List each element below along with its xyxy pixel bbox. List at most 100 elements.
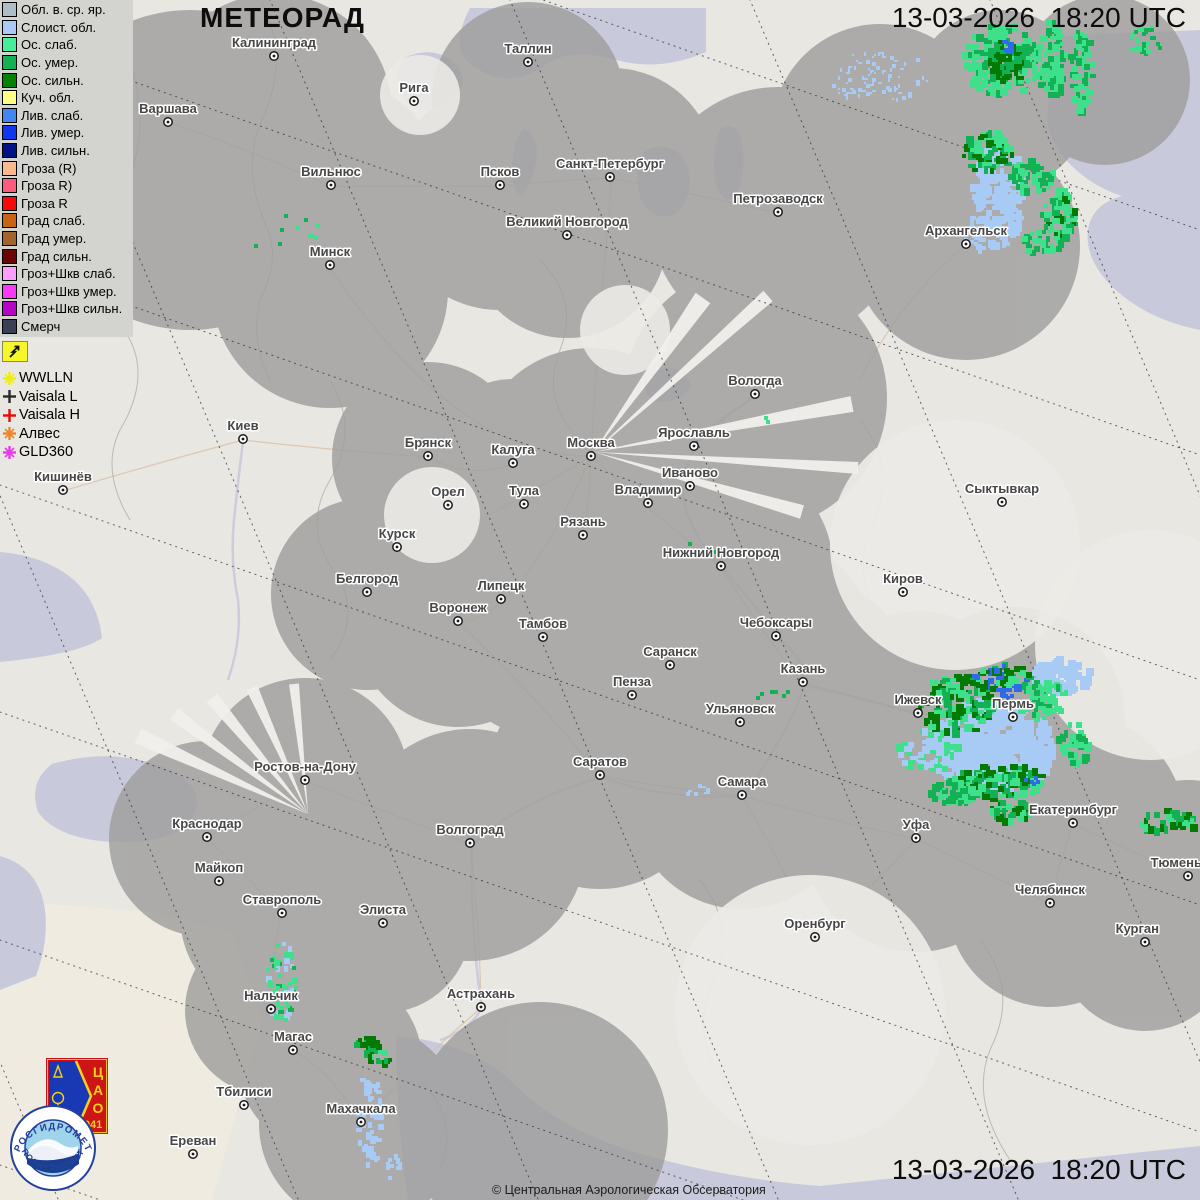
precip-echo-pixel bbox=[1010, 694, 1014, 698]
precip-echo-pixel bbox=[1006, 182, 1014, 186]
precip-echo-pixel bbox=[378, 1138, 382, 1142]
city-label: Рига bbox=[399, 80, 429, 95]
precip-echo-pixel bbox=[840, 68, 842, 72]
precip-echo-pixel bbox=[1076, 90, 1080, 98]
precip-echo-pixel bbox=[1042, 68, 1050, 74]
precip-echo-pixel bbox=[1052, 208, 1060, 216]
precip-echo-pixel bbox=[1002, 58, 1010, 62]
precip-echo-pixel bbox=[846, 72, 850, 74]
precip-echo-pixel bbox=[904, 62, 906, 66]
precip-echo-pixel bbox=[1022, 754, 1030, 764]
precip-echo-pixel bbox=[1006, 62, 1014, 70]
precip-echo-pixel bbox=[1016, 214, 1020, 220]
precip-echo-pixel bbox=[1054, 206, 1060, 210]
precip-echo-pixel bbox=[706, 546, 710, 550]
precip-echo-pixel bbox=[988, 86, 992, 92]
precip-echo-pixel bbox=[368, 1106, 372, 1110]
legend-item: Гроз+Шкв умер. bbox=[2, 283, 133, 301]
precip-echo-pixel bbox=[1014, 684, 1022, 692]
city-label: Элиста bbox=[360, 902, 407, 917]
precip-echo-pixel bbox=[1000, 88, 1008, 96]
precip-echo-pixel bbox=[1078, 84, 1084, 90]
graticule-meridian bbox=[29, 0, 540, 1200]
precip-echo-pixel bbox=[1054, 44, 1060, 52]
city-dot-center bbox=[412, 99, 416, 103]
city-dot-center bbox=[303, 778, 307, 782]
precip-echo-pixel bbox=[1048, 74, 1054, 78]
precip-echo-pixel bbox=[1052, 698, 1058, 706]
legend-label: Куч. обл. bbox=[21, 90, 75, 106]
city-marker-group: Астрахань bbox=[445, 985, 517, 1012]
city-marker-group: Рига bbox=[398, 79, 431, 106]
precip-echo-pixel bbox=[1068, 722, 1072, 728]
precip-echo-pixel bbox=[1044, 248, 1050, 254]
precip-echo-pixel bbox=[878, 52, 880, 56]
precip-echo-pixel bbox=[254, 244, 258, 248]
city-dot-center bbox=[541, 635, 545, 639]
graticule-meridian bbox=[509, 0, 1020, 1200]
precip-echo-pixel bbox=[1180, 826, 1186, 830]
precip-echo-pixel bbox=[712, 550, 716, 554]
precip-echo-pixel bbox=[782, 694, 786, 698]
precip-echo-pixel bbox=[288, 982, 292, 986]
city-label: Киров bbox=[883, 571, 923, 586]
precip-echo-pixel bbox=[304, 218, 308, 222]
beam-wedge bbox=[206, 693, 308, 814]
precip-echo-pixel bbox=[1000, 78, 1006, 84]
precip-echo-pixel bbox=[1060, 692, 1068, 696]
legend-swatch bbox=[2, 107, 17, 123]
precip-echo-pixel bbox=[968, 136, 974, 144]
precip-echo-pixel bbox=[1024, 38, 1032, 44]
precip-echo-pixel bbox=[908, 92, 912, 94]
precip-echo-pixel bbox=[850, 92, 854, 94]
precip-echo-pixel bbox=[944, 728, 950, 736]
precip-echo-pixel bbox=[948, 778, 952, 784]
city-label: Калуга bbox=[491, 442, 535, 457]
city-label: Махачкала bbox=[326, 1101, 396, 1116]
lightning-source-label: Vaisala H bbox=[19, 407, 80, 424]
precip-echo-pixel bbox=[1010, 676, 1016, 680]
precip-echo-pixel bbox=[988, 48, 996, 54]
precip-echo-pixel bbox=[906, 762, 914, 770]
precip-echo-pixel bbox=[986, 154, 992, 160]
precip-echo-pixel bbox=[1004, 140, 1008, 146]
legend-label: Слоист. обл. bbox=[21, 19, 97, 35]
city-dot-center bbox=[328, 263, 332, 267]
precip-echo-pixel bbox=[952, 712, 960, 720]
precip-echo-pixel bbox=[1014, 792, 1018, 800]
precip-echo-pixel bbox=[950, 690, 958, 694]
precip-echo-pixel bbox=[388, 1158, 392, 1162]
precip-echo-pixel bbox=[1190, 818, 1194, 824]
precip-echo-pixel bbox=[274, 990, 278, 996]
precip-echo-pixel bbox=[918, 760, 926, 764]
precip-echo-pixel bbox=[918, 762, 924, 770]
city-label: Самара bbox=[718, 774, 767, 789]
lightning-source-label: Алвес bbox=[19, 425, 60, 442]
precip-echo-pixel bbox=[994, 774, 1002, 782]
legend-swatch bbox=[2, 231, 17, 247]
precip-echo-pixel bbox=[1038, 166, 1044, 170]
city-label: Тбилиси bbox=[216, 1084, 271, 1099]
city-label: Оренбург bbox=[784, 916, 846, 931]
precip-echo-pixel bbox=[930, 750, 938, 754]
precip-echo-pixel bbox=[944, 756, 950, 760]
graticule-meridian bbox=[269, 0, 780, 1200]
city-marker-group: Киев bbox=[226, 417, 260, 444]
precip-echo-pixel bbox=[986, 140, 994, 146]
precip-echo-pixel bbox=[276, 944, 280, 948]
precip-echo-pixel bbox=[1060, 734, 1066, 742]
city-label: Майкоп bbox=[195, 860, 243, 875]
precip-echo-pixel bbox=[1056, 684, 1060, 692]
legend-swatch bbox=[2, 160, 17, 176]
precip-echo-pixel bbox=[1156, 42, 1160, 46]
precip-echo-pixel bbox=[1046, 34, 1052, 38]
precip-echo-pixel bbox=[1056, 34, 1064, 38]
precip-echo-pixel bbox=[1006, 242, 1010, 246]
precip-echo-pixel bbox=[942, 790, 948, 794]
precip-echo-pixel bbox=[1184, 818, 1190, 824]
precip-echo-pixel bbox=[946, 798, 954, 804]
city-label: Ереван bbox=[170, 1133, 217, 1148]
precip-echo-pixel bbox=[996, 78, 1002, 84]
precip-echo-pixel bbox=[984, 222, 990, 226]
